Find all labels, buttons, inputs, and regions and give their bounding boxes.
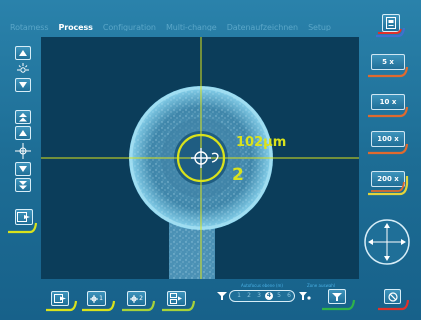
position-2-label: 2 [139, 295, 143, 302]
export-accent-swoosh [376, 27, 406, 38]
zone-accent [322, 299, 356, 311]
arrow-up-icon [19, 50, 27, 56]
focus-target-icon [15, 143, 31, 159]
diameter-readout: 102µm [236, 135, 287, 150]
zoom-200x-button[interactable]: 200 x [371, 171, 405, 187]
zone-filter-button[interactable] [328, 289, 346, 304]
position-1-accent [82, 300, 116, 312]
double-arrow-up-icon [19, 112, 27, 121]
filter-icon [332, 292, 342, 301]
position-2-button[interactable]: 2 [127, 291, 146, 306]
tab-multi-change[interactable]: Multi-change [165, 23, 217, 31]
brightness-down-button[interactable] [15, 78, 31, 92]
brightness-up-button[interactable] [15, 46, 31, 60]
target-marker-icon [191, 148, 219, 168]
position-2-icon [130, 294, 139, 303]
transfer-button[interactable] [167, 291, 186, 306]
filter-settings-icon [299, 292, 311, 300]
zoom-10x-accent [368, 106, 409, 118]
focus-fast-up-button[interactable] [15, 110, 31, 124]
position-2-accent [122, 300, 156, 312]
tab-rotamess[interactable]: Rotamess [10, 23, 49, 31]
microscope-image [41, 37, 359, 279]
left-import-accent-swoosh [8, 222, 38, 234]
export-button[interactable] [382, 14, 400, 32]
position-1-button[interactable]: 1 [87, 291, 106, 306]
stop-button[interactable] [384, 289, 401, 304]
focus-down-button[interactable] [15, 162, 31, 176]
zoom-5x-accent [368, 66, 409, 78]
arrow-down-icon [19, 166, 27, 172]
bottom-import-accent [46, 300, 78, 312]
tab-data-recording[interactable]: Datenaufzeichnen [226, 23, 298, 31]
image-import-icon [17, 212, 30, 222]
brightness-icon [17, 63, 29, 73]
transfer-icon [170, 293, 182, 304]
transfer-accent [162, 300, 196, 312]
autofocus-level-label: Autofocus ebene (m) [241, 283, 283, 288]
image-import-icon [53, 294, 66, 303]
camera-viewport[interactable]: 102µm 2 [41, 37, 359, 279]
zoom-5x-button[interactable]: 5 x [371, 54, 405, 70]
focus-fast-down-button[interactable] [15, 178, 31, 192]
count-readout: 2 [232, 165, 244, 185]
zoom-10x-button[interactable]: 10 x [371, 94, 405, 110]
zone-select-label: Zone auswahl [307, 283, 335, 288]
position-1-icon [90, 294, 99, 303]
filter-icon [217, 292, 227, 300]
double-arrow-down-icon [19, 180, 27, 189]
focus-step-2[interactable]: 2 [247, 292, 251, 299]
focus-step-4[interactable]: 4 [265, 292, 273, 300]
arrow-up-icon [19, 130, 27, 136]
bottom-import-button[interactable] [51, 291, 69, 306]
xy-joystick[interactable] [362, 213, 412, 271]
focus-up-button[interactable] [15, 126, 31, 140]
focus-step-6[interactable]: 6 [287, 292, 291, 299]
focus-step-3[interactable]: 3 [257, 292, 261, 299]
arrow-down-icon [19, 82, 27, 88]
tab-bar: Rotamess Process Configuration Multi-cha… [10, 15, 360, 31]
document-export-icon [386, 17, 396, 29]
zoom-100x-accent [368, 143, 409, 155]
position-1-label: 1 [99, 295, 103, 302]
focus-step-5[interactable]: 5 [277, 292, 281, 299]
zoom-200x-accent [368, 176, 409, 196]
tab-process[interactable]: Process [58, 23, 93, 31]
tab-configuration[interactable]: Configuration [102, 23, 156, 31]
zoom-100x-button[interactable]: 100 x [371, 131, 405, 147]
focus-step-1[interactable]: 1 [237, 292, 241, 299]
tab-setup[interactable]: Setup [308, 23, 331, 31]
focus-level-stepper[interactable]: 1 2 3 4 5 6 [229, 290, 295, 302]
left-import-button[interactable] [15, 209, 33, 225]
stop-icon [387, 291, 398, 302]
stop-accent [378, 299, 410, 311]
